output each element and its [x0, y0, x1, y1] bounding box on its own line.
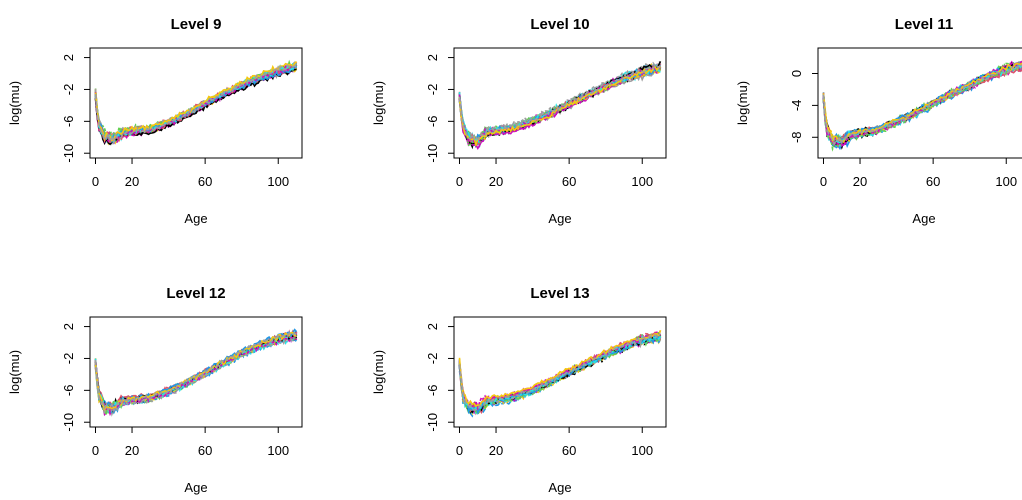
- y-axis-label: log(mu): [7, 350, 22, 394]
- y-tick-label: -6: [425, 385, 440, 397]
- y-tick-label: -6: [61, 385, 76, 397]
- x-axis-label: Age: [184, 480, 207, 495]
- x-axis-label: Age: [548, 480, 571, 495]
- x-tick-label: 100: [267, 443, 289, 458]
- y-tick-label: 0: [789, 70, 804, 77]
- x-tick-label: 20: [489, 443, 503, 458]
- panel-3: Level 11 0 20 60 100 Age 0 -4 -8 log(mu): [735, 16, 1022, 226]
- y-tick-label: -6: [61, 116, 76, 128]
- x-axis-label: Age: [912, 211, 935, 226]
- panel-2: Level 10 0 20 60 100 Age 2 -2 -6 -10 log(mu): [371, 16, 666, 226]
- y-axis-label: log(mu): [371, 350, 386, 394]
- x-tick-label: 100: [267, 174, 289, 189]
- y-axis-label: log(mu): [7, 81, 22, 125]
- series-group: [96, 62, 297, 145]
- x-tick-label: 20: [853, 174, 867, 189]
- series-group: [96, 330, 297, 415]
- y-axis-label: log(mu): [371, 81, 386, 125]
- x-tick-label: 0: [456, 174, 463, 189]
- x-tick-label: 60: [198, 443, 212, 458]
- y-tick-label: -8: [789, 131, 804, 143]
- series-group: [824, 60, 1022, 149]
- x-tick-label: 60: [198, 174, 212, 189]
- x-tick-label: 60: [562, 174, 576, 189]
- series-group: [460, 61, 661, 148]
- y-tick-label: -6: [425, 116, 440, 128]
- y-tick-label: -4: [789, 100, 804, 112]
- panel-1: Level 9 0 20 60 100 Age 2 -2 -6 -10 log(mu): [7, 16, 302, 226]
- y-tick-label: 2: [425, 323, 440, 330]
- panel-title: Level 11: [895, 16, 953, 33]
- x-axis-label: Age: [548, 211, 571, 226]
- y-tick-label: 2: [425, 54, 440, 61]
- y-tick-label: -2: [425, 84, 440, 96]
- series-group: [460, 330, 661, 416]
- y-tick-label: -2: [425, 353, 440, 365]
- x-tick-label: 0: [92, 443, 99, 458]
- x-tick-label: 20: [489, 174, 503, 189]
- series-line: [460, 330, 661, 406]
- plot-frame: [90, 48, 302, 158]
- y-tick-label: -2: [61, 84, 76, 96]
- y-tick-label: 2: [61, 323, 76, 330]
- y-tick-label: -10: [425, 144, 440, 163]
- x-tick-label: 0: [456, 443, 463, 458]
- x-tick-label: 0: [92, 174, 99, 189]
- plot-frame: [454, 48, 666, 158]
- x-tick-label: 0: [820, 174, 827, 189]
- y-tick-label: 2: [61, 54, 76, 61]
- panel-title: Level 10: [530, 16, 589, 33]
- x-tick-label: 60: [562, 443, 576, 458]
- panel-title: Level 12: [166, 285, 225, 302]
- panel-5: Level 13 0 20 60 100 Age 2 -2 -6 -10 log(mu): [371, 285, 666, 495]
- x-tick-label: 100: [995, 174, 1017, 189]
- x-tick-label: 20: [125, 174, 139, 189]
- panel-title: Level 9: [171, 16, 222, 33]
- y-tick-label: -10: [61, 144, 76, 163]
- y-tick-label: -10: [425, 413, 440, 432]
- plot-frame: [90, 317, 302, 427]
- panel-4: Level 12 0 20 60 100 Age 2 -2 -6 -10 log(mu): [7, 285, 302, 495]
- x-tick-label: 60: [926, 174, 940, 189]
- x-tick-label: 20: [125, 443, 139, 458]
- y-tick-label: -2: [61, 353, 76, 365]
- panel-title: Level 13: [530, 285, 589, 302]
- x-tick-label: 100: [631, 443, 653, 458]
- y-axis-label: log(mu): [735, 81, 750, 125]
- y-tick-label: -10: [61, 413, 76, 432]
- x-axis-label: Age: [184, 211, 207, 226]
- x-tick-label: 100: [631, 174, 653, 189]
